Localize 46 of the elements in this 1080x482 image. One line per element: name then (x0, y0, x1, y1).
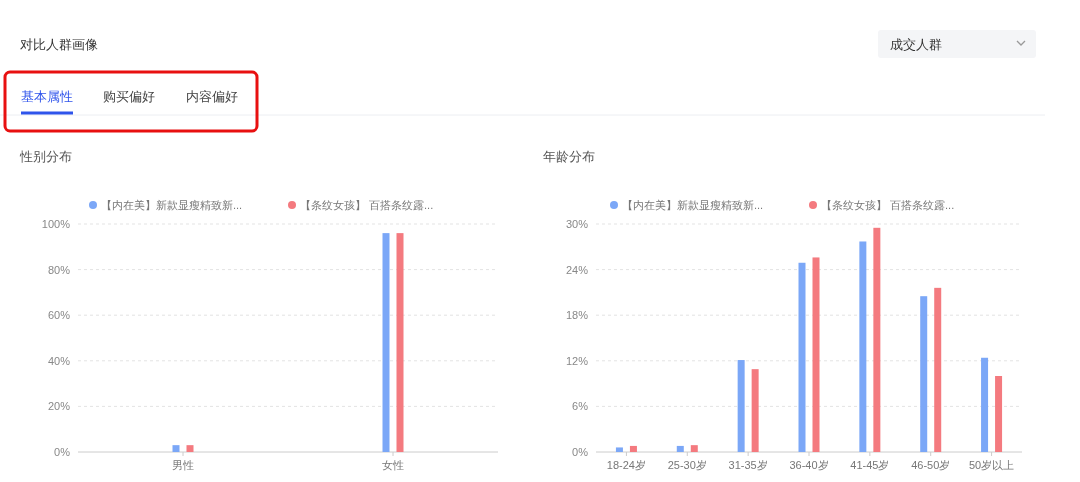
bar (690, 445, 698, 452)
text: 基本属性 (21, 89, 73, 104)
bar (615, 447, 623, 452)
x-tick-label: 男性 (172, 459, 194, 471)
x-tick-label: 41-45岁 (850, 459, 890, 471)
bar (920, 296, 928, 452)
y-tick-label: 0% (572, 446, 589, 458)
chart-title: 性别分布 (19, 149, 72, 164)
bar (873, 227, 881, 452)
bar (629, 445, 637, 452)
x-tick-label: 50岁以上 (968, 459, 1015, 471)
text: 购买偏好 (103, 89, 155, 104)
y-tick-label: 24% (565, 263, 589, 276)
text: 成交人群 (890, 37, 942, 52)
bar (981, 357, 989, 452)
x-tick-label: 31-35岁 (728, 459, 768, 471)
bar (676, 445, 684, 452)
x-tick-label: 18-24岁 (606, 459, 646, 471)
bar (934, 287, 942, 452)
y-tick-label: 40% (47, 354, 71, 367)
y-tick-label: 80% (47, 263, 71, 276)
bar (859, 241, 867, 452)
bar (751, 369, 759, 452)
legend-label: 【条纹女孩】 百搭条纹露... (300, 199, 434, 211)
y-tick-label: 60% (47, 309, 71, 322)
text: 内容偏好 (186, 89, 238, 104)
y-tick-label: 100% (41, 218, 71, 230)
x-tick-label: 36-40岁 (789, 459, 829, 471)
bar (995, 376, 1003, 452)
x-tick-label: 25-30岁 (667, 459, 707, 471)
bar (737, 360, 745, 452)
bar (812, 257, 820, 452)
y-tick-label: 12% (565, 354, 589, 367)
bar (798, 262, 806, 452)
y-tick-label: 30% (565, 218, 589, 230)
y-tick-label: 0% (54, 446, 71, 458)
chart-title: 年龄分布 (543, 149, 595, 164)
x-tick-label: 46-50岁 (911, 459, 951, 471)
text: 对比人群画像 (20, 37, 98, 52)
y-tick-label: 20% (47, 400, 71, 413)
legend-label: 【条纹女孩】 百搭条纹露... (821, 199, 955, 211)
legend-label: 【内在美】新款显瘦精致新... (622, 199, 764, 211)
legend-label: 【内在美】新款显瘦精致新... (101, 199, 243, 211)
y-tick-label: 18% (565, 309, 589, 322)
x-tick-label: 女性 (382, 459, 404, 471)
y-tick-label: 6% (572, 400, 589, 413)
